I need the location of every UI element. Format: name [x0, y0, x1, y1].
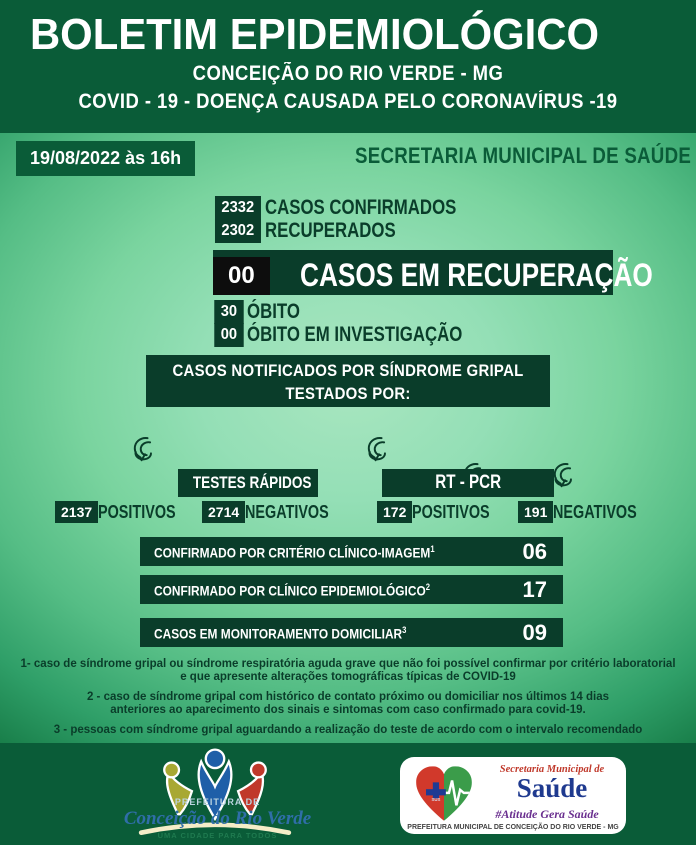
- svg-text:SUS: SUS: [431, 797, 440, 802]
